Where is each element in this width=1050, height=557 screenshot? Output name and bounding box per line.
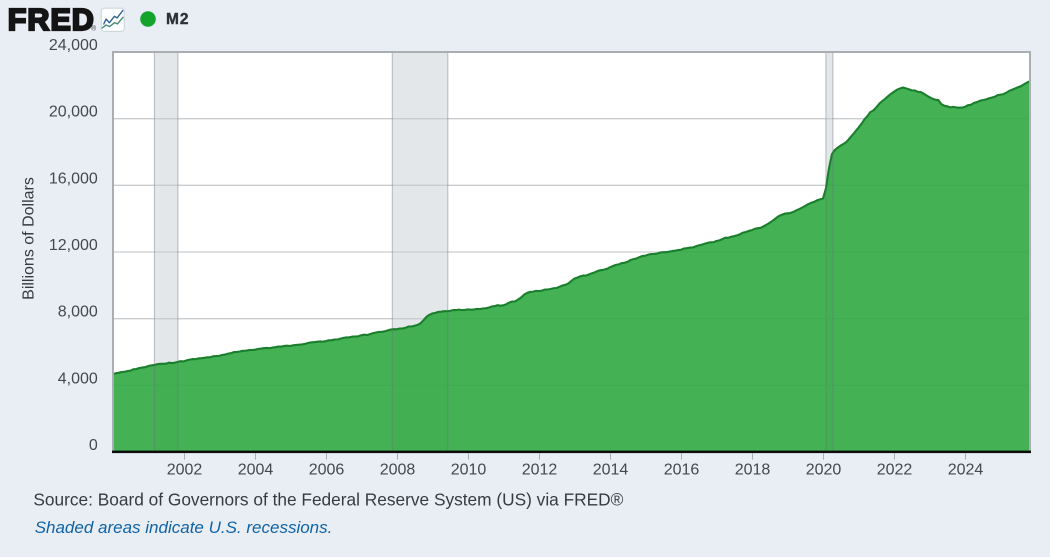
- svg-text:12,000: 12,000: [49, 237, 98, 254]
- svg-text:FRED: FRED: [8, 3, 95, 37]
- svg-text:2014: 2014: [593, 461, 629, 478]
- svg-text:16,000: 16,000: [49, 170, 98, 187]
- svg-text:2010: 2010: [451, 461, 487, 478]
- svg-text:2022: 2022: [877, 461, 913, 478]
- svg-text:24,000: 24,000: [49, 37, 98, 54]
- svg-text:2016: 2016: [664, 461, 700, 478]
- svg-text:20,000: 20,000: [49, 104, 98, 121]
- svg-text:0: 0: [89, 437, 98, 454]
- svg-text:Billions of Dollars: Billions of Dollars: [21, 177, 38, 300]
- svg-text:2002: 2002: [167, 461, 203, 478]
- svg-text:®: ®: [91, 25, 97, 33]
- svg-text:2008: 2008: [380, 461, 416, 478]
- svg-text:M2: M2: [166, 11, 190, 28]
- svg-text:2004: 2004: [238, 461, 274, 478]
- svg-text:Shaded areas indicate U.S. rec: Shaded areas indicate U.S. recessions.: [35, 518, 333, 537]
- svg-text:2018: 2018: [735, 461, 771, 478]
- svg-text:2024: 2024: [948, 461, 984, 478]
- svg-text:2012: 2012: [522, 461, 558, 478]
- svg-text:4,000: 4,000: [58, 370, 98, 387]
- svg-text:8,000: 8,000: [58, 304, 98, 321]
- svg-text:2020: 2020: [806, 461, 842, 478]
- svg-text:Source: Board of Governors of: Source: Board of Governors of the Federa…: [33, 489, 623, 509]
- svg-text:2006: 2006: [309, 461, 345, 478]
